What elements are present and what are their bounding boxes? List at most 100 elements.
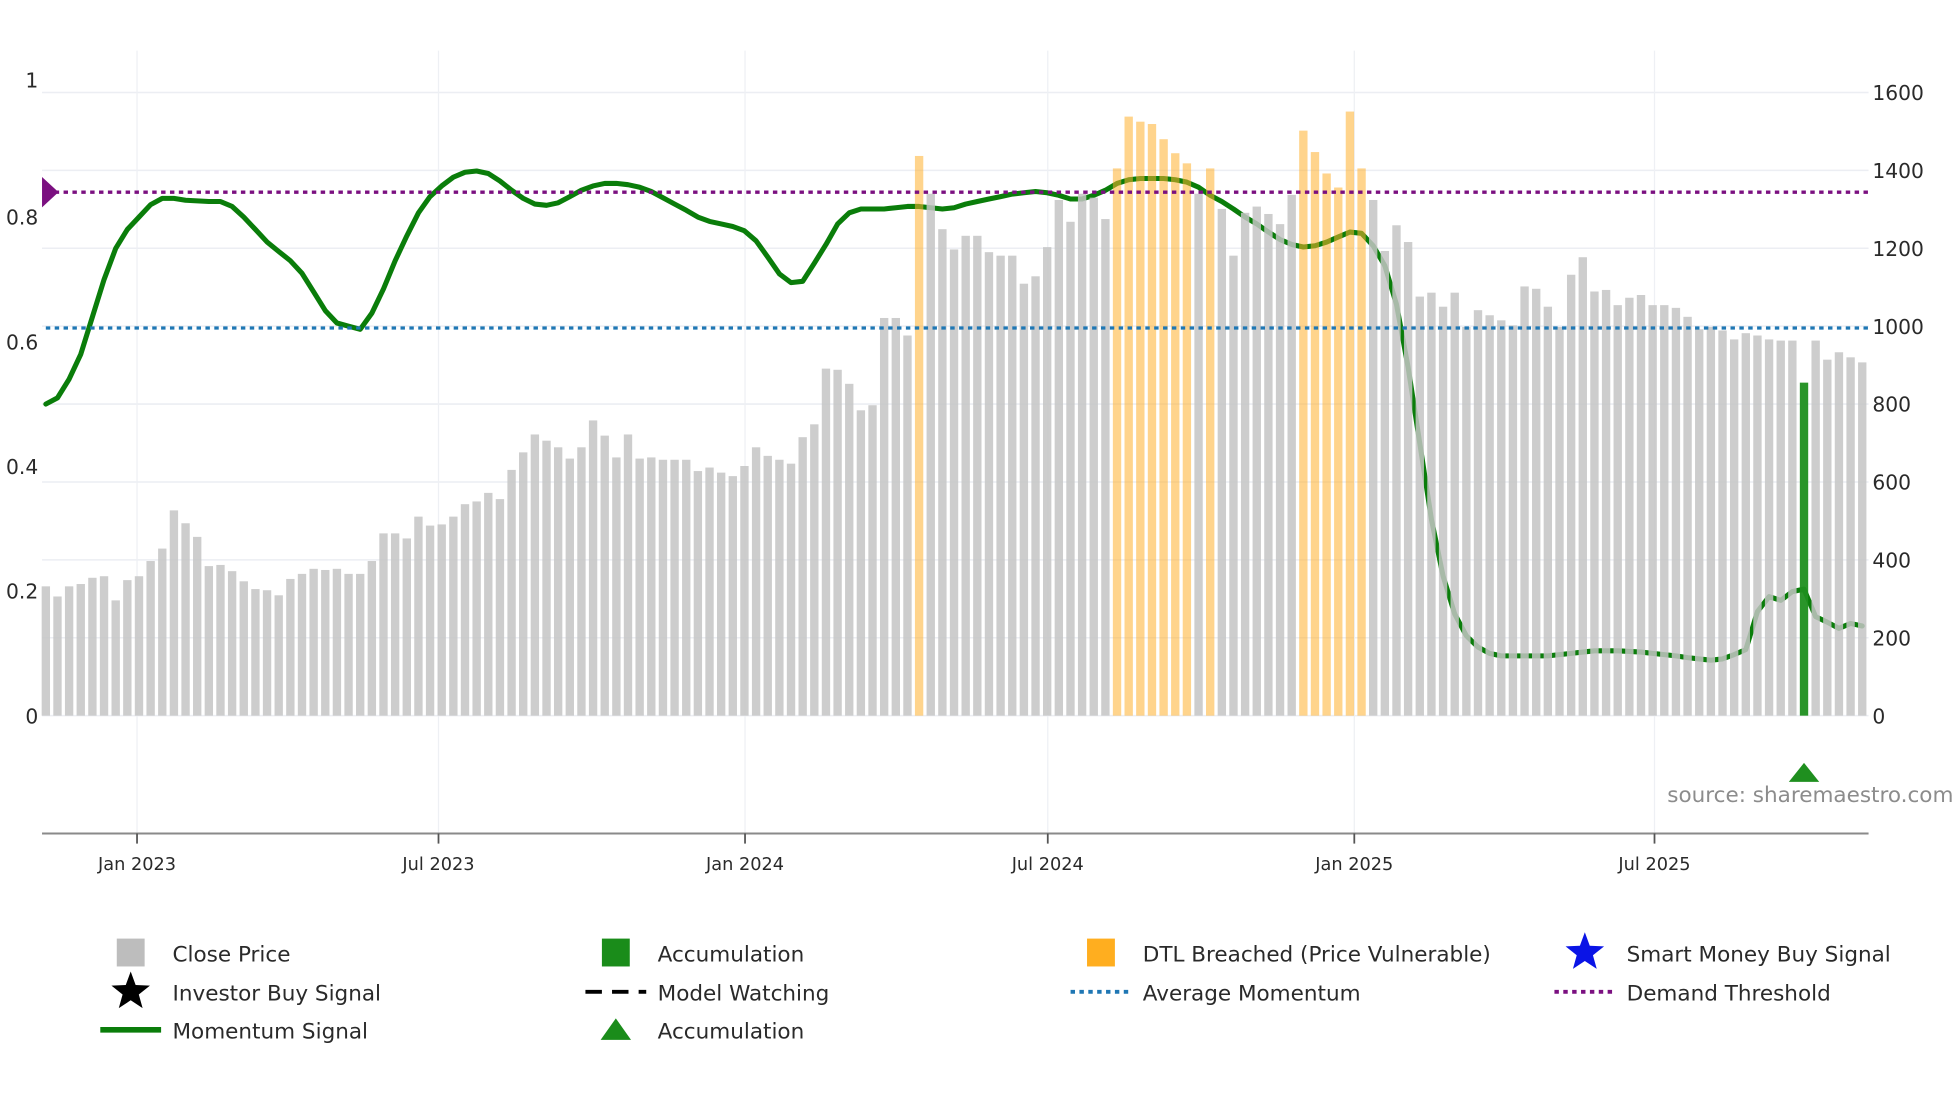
close-price-bar: [216, 564, 225, 716]
close-price-bar: [64, 586, 74, 716]
close-price-bar: [1462, 326, 1471, 716]
close-price-bar: [425, 525, 435, 716]
close-price-bar: [786, 463, 796, 716]
close-price-bar: [460, 504, 470, 716]
close-price-bar: [1438, 306, 1448, 716]
close-price-bar: [1287, 194, 1296, 716]
close-price-bar: [1858, 362, 1867, 716]
close-price-bar: [1834, 352, 1844, 716]
close-price-bar: [1089, 197, 1098, 716]
close-price-bar: [1613, 305, 1622, 716]
close-price-bar: [41, 586, 51, 716]
close-price-bar: [705, 467, 714, 716]
close-price-bar: [1508, 325, 1518, 716]
reference-lines: [42, 176, 1869, 330]
close-price-bar: [891, 317, 900, 716]
right-tick-label: 1600: [1872, 81, 1924, 105]
accumulation-triangle-marker: [1788, 762, 1820, 782]
legend-triangle-icon: [600, 1018, 632, 1040]
left-tick-label: 0.8: [6, 206, 38, 230]
close-price-bar: [553, 447, 563, 716]
close-price-bar: [402, 538, 411, 716]
close-price-bar: [1555, 326, 1564, 716]
close-price-bar: [1695, 329, 1704, 716]
right-tick-label: 1000: [1872, 315, 1924, 339]
dtl-breached-bar: [1147, 124, 1157, 716]
close-price-bar: [1543, 306, 1553, 716]
close-price-bar: [1601, 289, 1611, 716]
close-price-bar: [1240, 212, 1250, 716]
dtl-breached-bar: [1182, 163, 1192, 716]
dtl-breached-bar: [1136, 121, 1145, 716]
close-price-bar: [1229, 255, 1238, 716]
close-price-bar: [647, 457, 656, 716]
close-price-bar: [1403, 242, 1413, 716]
close-price-bar: [1741, 333, 1750, 716]
dtl-breached-bar: [1299, 130, 1308, 716]
close-price-bar: [984, 252, 994, 716]
close-price-bar: [1066, 221, 1075, 716]
close-price-bar: [321, 569, 330, 716]
close-price-bar: [542, 440, 551, 716]
close-price-bar: [1636, 295, 1646, 716]
close-price-bar: [1101, 219, 1110, 716]
left-tick-label: 1: [25, 68, 38, 92]
legend-square-icon: [116, 938, 145, 967]
right-tick-label: 1400: [1872, 159, 1924, 183]
x-tick-label: Jan 2025: [1314, 855, 1393, 875]
close-price-bar: [763, 455, 772, 716]
legend-label: Accumulation: [658, 1020, 805, 1045]
close-price-bar: [868, 405, 877, 716]
legend-label: Model Watching: [658, 982, 830, 1007]
x-tick-label: Jul 2024: [1011, 855, 1084, 875]
close-price-bar: [1497, 320, 1506, 716]
close-price-bar: [251, 589, 260, 716]
dtl-breached-bar: [1124, 116, 1133, 716]
close-price-bar: [798, 437, 807, 716]
close-price-bar: [658, 459, 668, 716]
close-price-bar: [472, 501, 481, 716]
legend-label: Close Price: [173, 942, 291, 967]
close-price-bar: [1706, 326, 1716, 716]
close-price-bar: [274, 595, 283, 716]
close-price-bar: [286, 578, 295, 716]
left-tick-label: 0.4: [6, 455, 38, 479]
close-price-bar: [507, 469, 516, 716]
close-price-bar: [1217, 208, 1227, 716]
close-price-bar: [1194, 193, 1203, 716]
close-price-bar: [53, 596, 62, 716]
close-price-bar: [1578, 257, 1587, 716]
close-price-bar: [1532, 288, 1541, 716]
close-price-bar: [1753, 335, 1762, 716]
x-tick-label: Jul 2023: [401, 855, 474, 875]
dtl-breached-bar: [1334, 187, 1343, 716]
left-tick-label: 0.2: [6, 580, 38, 604]
close-price-bar: [414, 516, 423, 716]
close-price-bar: [390, 533, 400, 716]
dtl-breached-bar: [1310, 152, 1320, 716]
dtl-breached-bar: [1171, 153, 1180, 716]
close-price-bar: [1077, 193, 1087, 716]
close-price-bar: [204, 566, 214, 716]
dtl-breached-bar: [1345, 111, 1355, 716]
close-price-bar: [495, 499, 505, 716]
close-price-bar: [693, 471, 703, 716]
close-price-bar: [123, 580, 132, 716]
close-price-bar: [1008, 255, 1017, 716]
close-price-bar: [530, 434, 540, 716]
legend-item: Close Price: [116, 938, 291, 967]
close-price-bar: [996, 255, 1005, 716]
legend-item: DTL Breached (Price Vulnerable): [1087, 938, 1491, 967]
legend-item: Average Momentum: [1070, 982, 1361, 1007]
close-price-bar: [1764, 339, 1774, 716]
close-price-bar: [1252, 206, 1261, 716]
legend-star-icon: [1565, 932, 1605, 969]
close-price-bar: [356, 573, 365, 716]
close-price-bar: [1427, 292, 1436, 716]
close-price-bar: [565, 458, 574, 716]
close-price-bar: [845, 383, 854, 716]
close-price-bar: [577, 447, 586, 716]
close-price-bar: [1671, 307, 1681, 716]
source-label: source: sharemaestro.com: [1667, 783, 1953, 808]
close-price-bar: [181, 523, 190, 716]
